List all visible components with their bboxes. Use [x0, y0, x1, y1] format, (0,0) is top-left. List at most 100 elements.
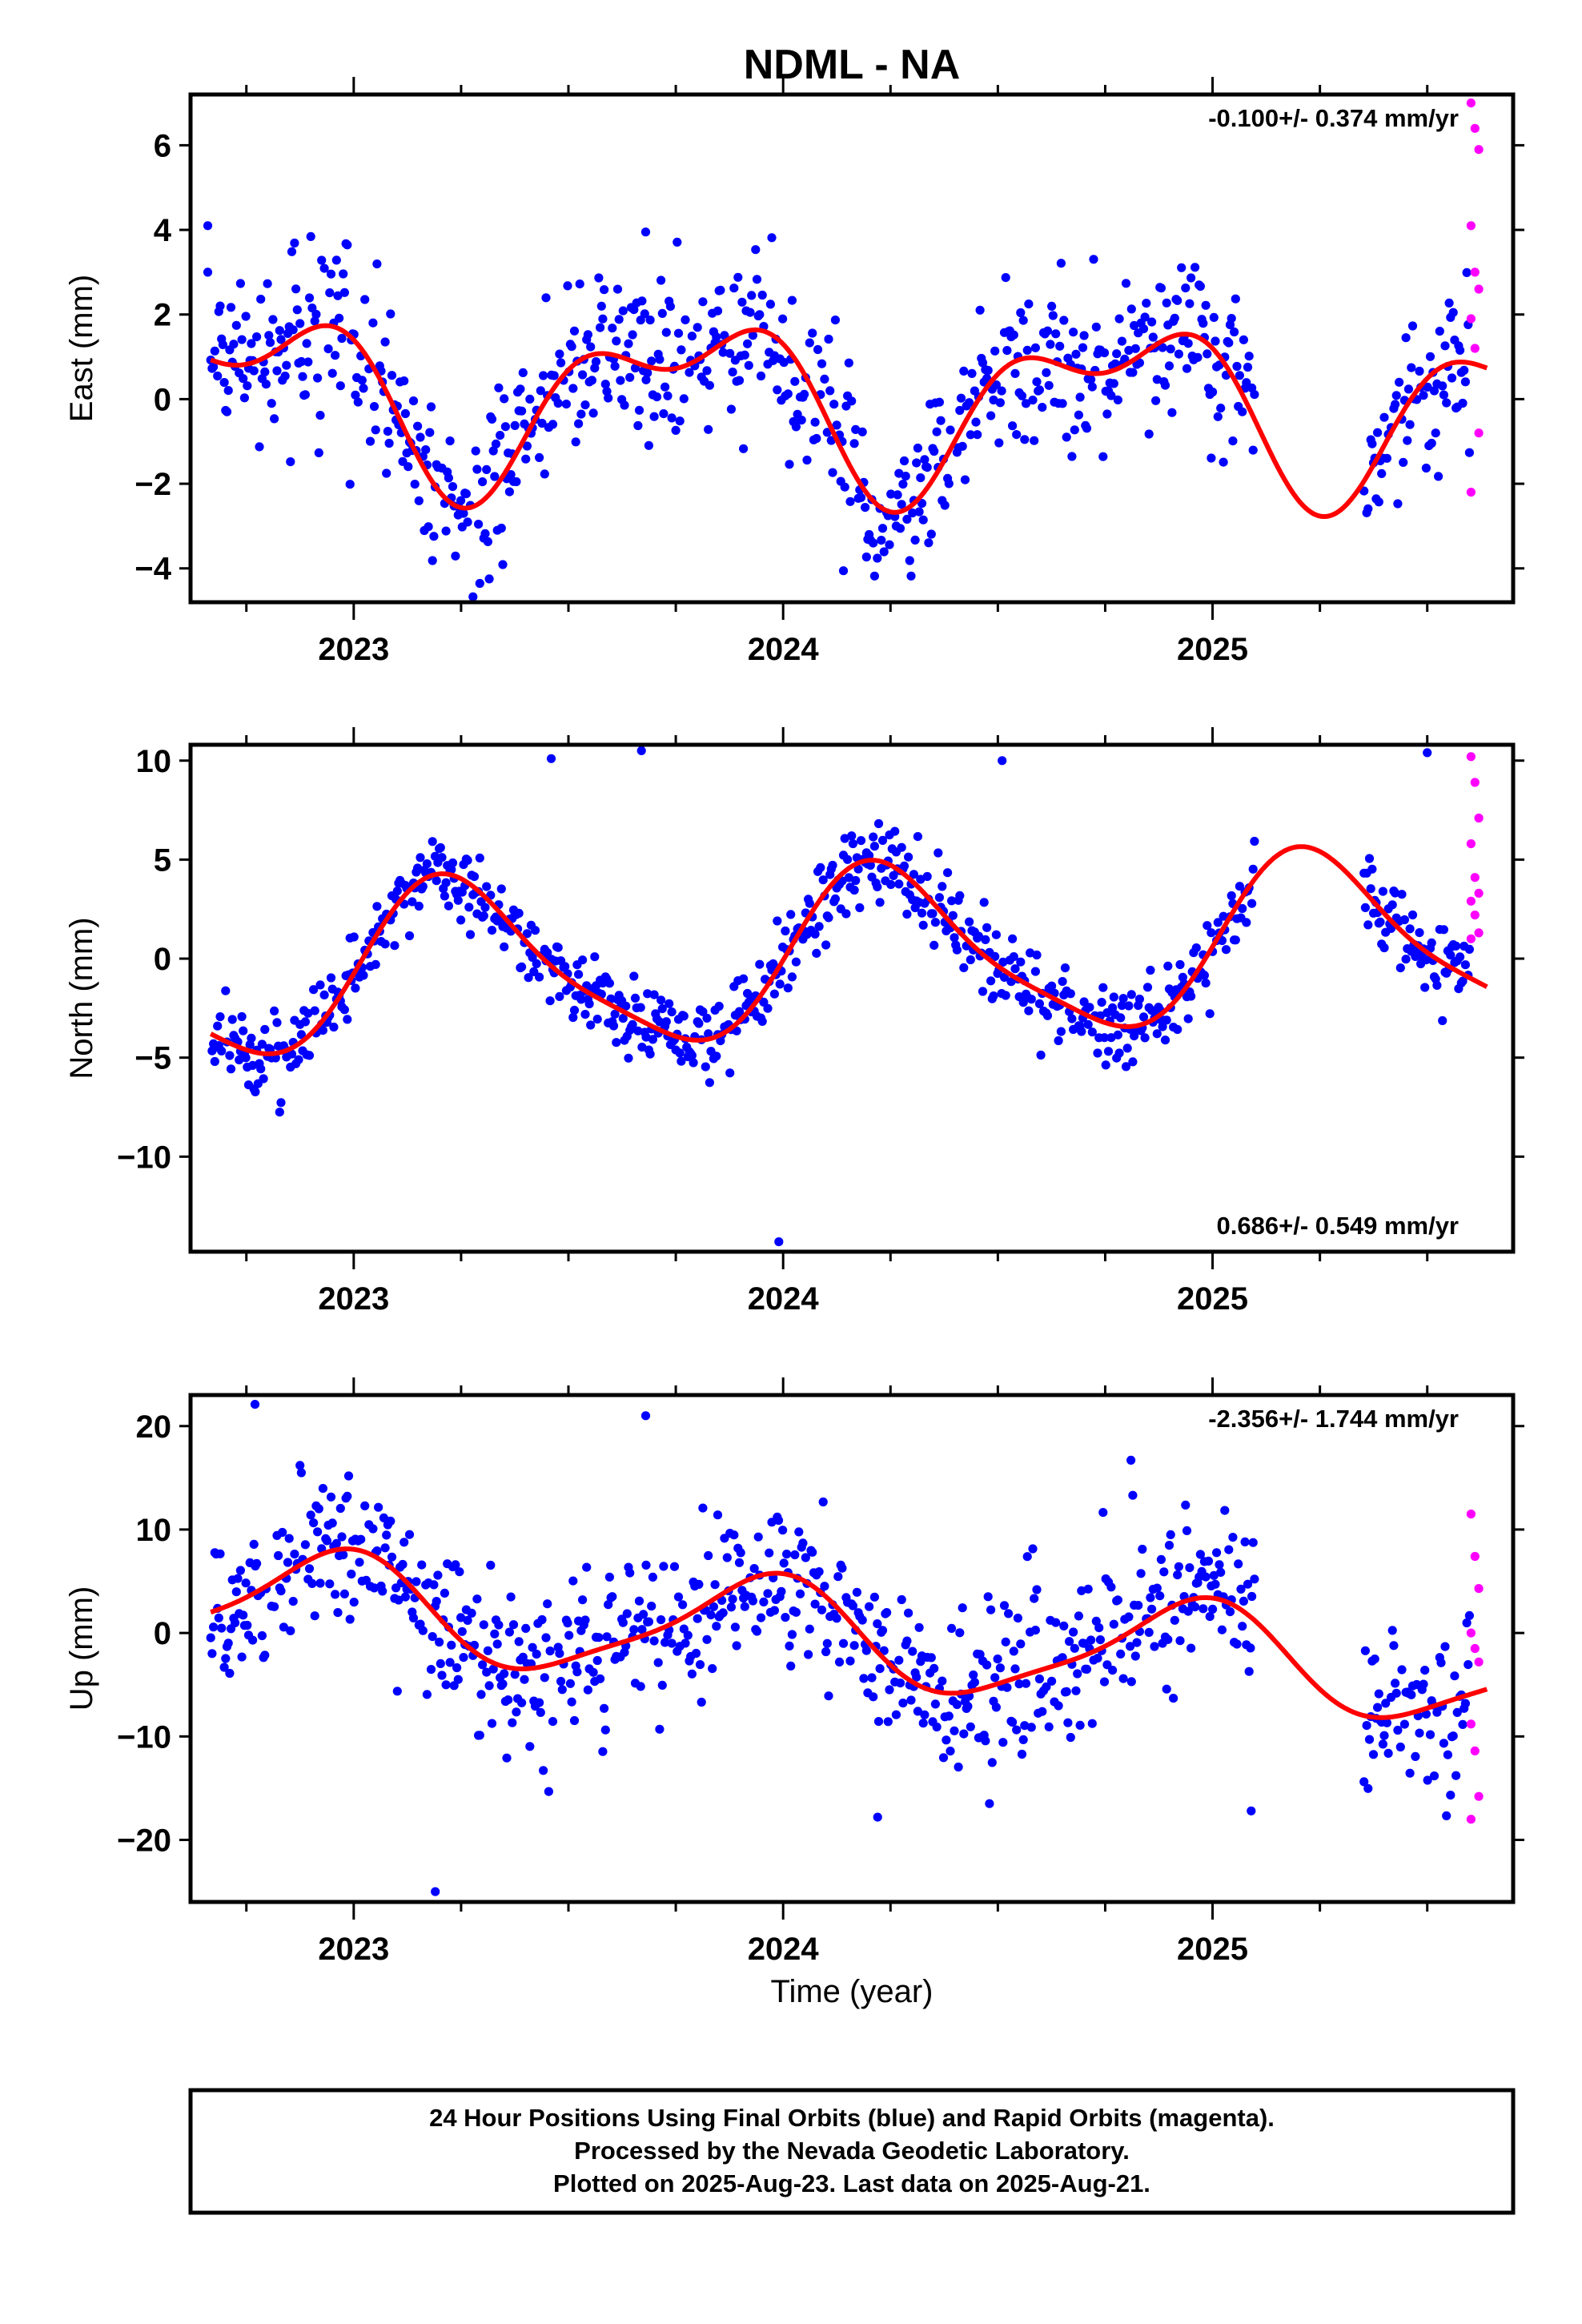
final-orbit-point [574, 970, 584, 979]
x-tick-label: 2025 [1177, 632, 1248, 667]
final-orbit-point [487, 926, 497, 935]
final-orbit-point [1142, 299, 1151, 308]
final-orbit-point [657, 1004, 667, 1014]
final-orbit-point [296, 356, 306, 367]
final-orbit-point [1146, 965, 1155, 975]
final-orbit-point [944, 479, 954, 489]
final-orbit-point [757, 1016, 767, 1026]
final-orbit-point [504, 1627, 515, 1637]
final-orbit-point [400, 1538, 409, 1547]
final-orbit-point [1415, 1728, 1424, 1738]
final-orbit-point [1399, 457, 1408, 468]
final-orbit-point [1018, 316, 1028, 325]
final-orbit-point [459, 1653, 468, 1663]
final-orbit-point [739, 974, 749, 983]
final-orbit-point [979, 898, 989, 907]
final-orbit-point [604, 1572, 615, 1582]
final-orbit-point [345, 1614, 355, 1624]
final-orbit-point [1359, 1777, 1369, 1787]
final-orbit-point [1250, 1574, 1259, 1584]
final-orbit-point [326, 1492, 336, 1502]
final-orbit-point [580, 1010, 590, 1019]
final-orbit-point [667, 413, 677, 423]
final-orbit-point [1097, 998, 1106, 1007]
final-orbit-point [1236, 1584, 1246, 1594]
final-orbit-point [1130, 1651, 1140, 1661]
final-orbit-point [1047, 1676, 1057, 1686]
final-orbit-point [329, 1022, 339, 1032]
final-orbit-point [1017, 391, 1027, 400]
final-orbit-point [832, 420, 841, 430]
final-orbit-point [702, 1634, 712, 1644]
final-orbit-point [820, 1582, 829, 1591]
final-orbit-point [1132, 1638, 1142, 1647]
final-orbit-point [995, 398, 1005, 408]
final-orbit-point [661, 382, 670, 392]
final-orbit-point [528, 1642, 537, 1652]
final-orbit-point [568, 1576, 578, 1586]
final-orbit-point [1432, 980, 1442, 990]
final-orbit-point [1248, 1538, 1258, 1547]
final-orbit-point [1247, 899, 1257, 908]
final-orbit-point [1173, 1570, 1182, 1580]
final-orbit-point [1138, 1544, 1147, 1554]
final-orbit-point [445, 1658, 455, 1667]
final-orbit-point [410, 480, 420, 489]
final-orbit-point [652, 392, 662, 402]
final-orbit-point [828, 468, 837, 477]
final-orbit-point [1405, 924, 1415, 934]
final-orbit-point [227, 1015, 237, 1024]
final-orbit-point [673, 1592, 684, 1602]
final-orbit-point [303, 1008, 313, 1018]
y-tick-label: 10 [136, 1513, 172, 1548]
final-orbit-point [548, 1717, 558, 1727]
final-orbit-point [608, 324, 617, 333]
final-orbit-point [628, 330, 637, 340]
rapid-orbit-point [1470, 1746, 1480, 1755]
final-orbit-point [372, 1546, 382, 1556]
final-orbit-point [1464, 944, 1474, 954]
final-orbit-point [644, 1617, 654, 1626]
final-orbit-point [718, 1608, 728, 1618]
final-orbit-point [1164, 1541, 1174, 1550]
final-orbit-point [231, 1587, 241, 1597]
final-orbit-point [653, 1658, 663, 1667]
final-orbit-point [1048, 311, 1058, 320]
final-orbit-point [649, 1636, 659, 1646]
final-orbit-point [1238, 407, 1247, 416]
final-orbit-point [956, 393, 966, 403]
final-orbit-point [1387, 1626, 1397, 1635]
final-orbit-point [1419, 1679, 1428, 1689]
final-orbit-point [1159, 1567, 1169, 1577]
final-orbit-point [1083, 1584, 1093, 1594]
final-orbit-point [243, 381, 252, 391]
final-orbit-point [360, 1501, 370, 1510]
final-orbit-point [372, 259, 382, 269]
rapid-orbit-point [1466, 1719, 1476, 1729]
final-orbit-point [744, 360, 753, 370]
final-orbit-point [359, 971, 368, 980]
final-orbit-point [612, 284, 623, 294]
final-orbit-point [480, 903, 490, 912]
final-orbit-point [1065, 1637, 1074, 1647]
final-orbit-point [1423, 382, 1432, 392]
final-orbit-point [268, 315, 278, 324]
final-orbit-point [737, 297, 747, 307]
final-orbit-point [1464, 1610, 1474, 1620]
final-orbit-point [516, 384, 525, 394]
final-orbit-point [734, 1558, 745, 1567]
final-orbit-point [540, 469, 549, 479]
final-orbit-point [560, 962, 570, 971]
final-orbit-point [517, 962, 527, 971]
final-orbit-point [1013, 1613, 1022, 1623]
final-orbit-point [781, 926, 790, 936]
final-orbit-point [1450, 1671, 1460, 1681]
final-orbit-point [791, 1607, 801, 1617]
final-orbit-point [1118, 994, 1128, 1003]
final-orbit-point [214, 1613, 223, 1622]
final-orbit-point [456, 915, 466, 925]
final-orbit-point [304, 1564, 315, 1574]
final-orbit-point [1079, 331, 1089, 340]
final-orbit-point [436, 1659, 445, 1668]
